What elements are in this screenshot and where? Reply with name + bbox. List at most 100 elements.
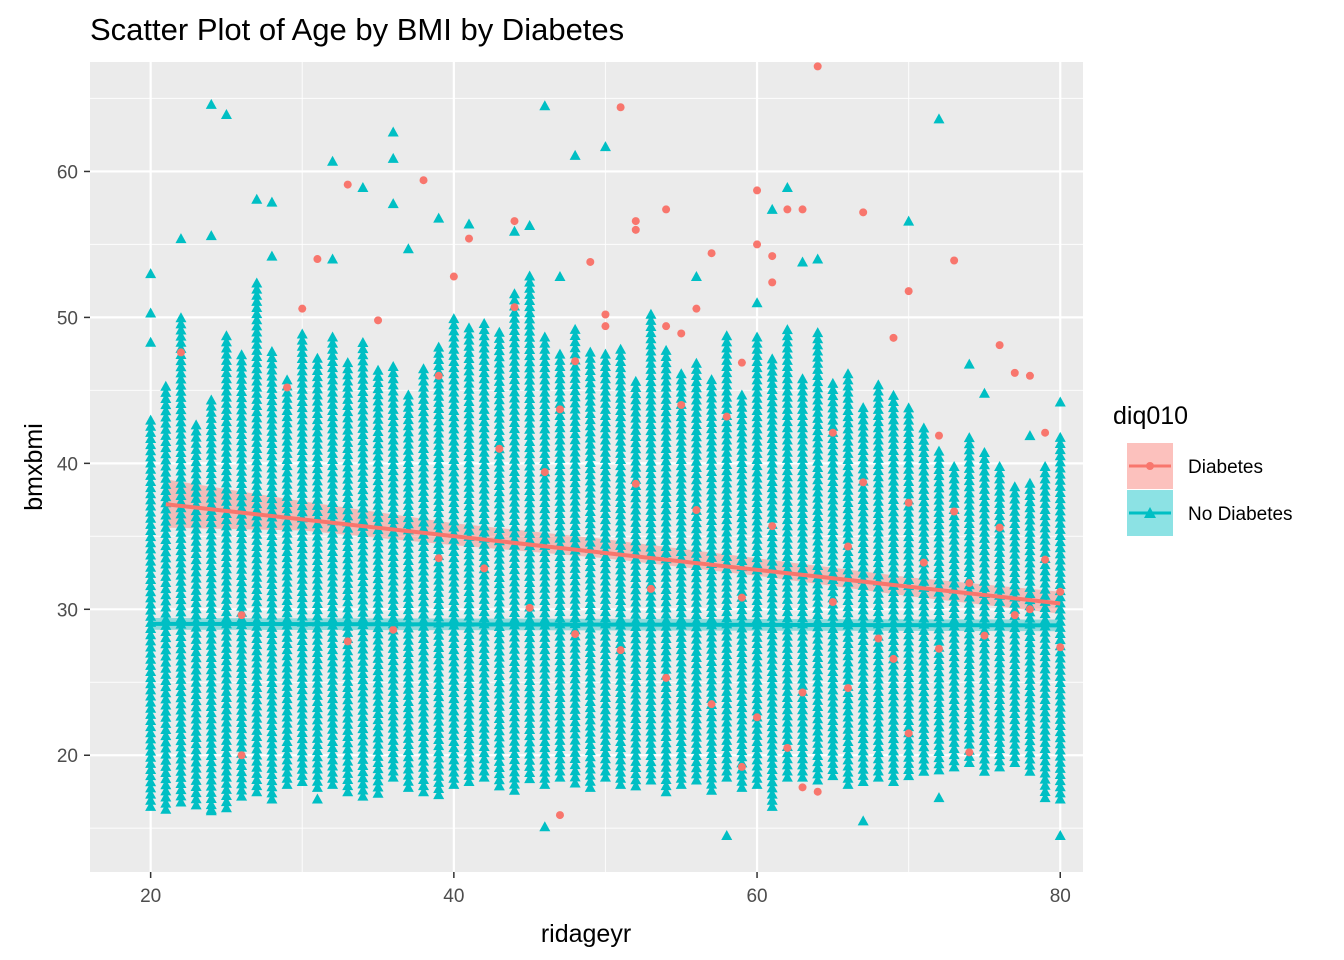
no-diabetes-point: [872, 379, 884, 390]
no-diabetes-point: [539, 760, 551, 771]
no-diabetes-point: [933, 525, 945, 536]
no-diabetes-point: [584, 346, 596, 357]
no-diabetes-point: [493, 663, 505, 674]
no-diabetes-point: [1009, 524, 1021, 535]
no-diabetes-point: [463, 506, 475, 517]
no-diabetes-point: [706, 392, 718, 403]
no-diabetes-point: [524, 607, 536, 618]
no-diabetes-point: [660, 400, 672, 411]
no-diabetes-point: [190, 762, 202, 773]
no-diabetes-point: [1039, 467, 1051, 478]
no-diabetes-point: [706, 643, 718, 654]
diabetes-point: [631, 217, 640, 226]
no-diabetes-point: [751, 650, 763, 661]
no-diabetes-point: [751, 668, 763, 679]
no-diabetes-point: [584, 745, 596, 756]
no-diabetes-point: [190, 633, 202, 644]
no-diabetes-point: [690, 523, 702, 534]
no-diabetes-point: [524, 766, 536, 777]
no-diabetes-point: [766, 402, 778, 413]
no-diabetes-point: [842, 564, 854, 575]
no-diabetes-point: [493, 755, 505, 766]
no-diabetes-point: [402, 555, 414, 566]
no-diabetes-point: [296, 561, 308, 572]
no-diabetes-point: [812, 468, 824, 479]
no-diabetes-point: [766, 623, 778, 634]
no-diabetes-point: [918, 643, 930, 654]
no-diabetes-point: [918, 514, 930, 525]
no-diabetes-point: [372, 456, 384, 467]
no-diabetes-point: [175, 753, 187, 764]
no-diabetes-point: [994, 632, 1006, 643]
no-diabetes-point: [220, 495, 232, 506]
no-diabetes-point: [1024, 661, 1036, 672]
no-diabetes-point: [266, 364, 278, 375]
no-diabetes-point: [175, 661, 187, 672]
no-diabetes-point: [296, 726, 308, 737]
no-diabetes-point: [524, 429, 536, 440]
no-diabetes-point: [357, 569, 369, 580]
no-diabetes-point: [387, 667, 399, 678]
no-diabetes-point: [281, 760, 293, 771]
no-diabetes-point: [175, 722, 187, 733]
no-diabetes-point: [524, 760, 536, 771]
no-diabetes-point: [554, 722, 566, 733]
no-diabetes-point: [463, 745, 475, 756]
no-diabetes-point: [1009, 579, 1021, 590]
no-diabetes-point: [1054, 396, 1066, 407]
no-diabetes-point: [190, 658, 202, 669]
no-diabetes-point: [721, 679, 733, 690]
no-diabetes-point: [387, 581, 399, 592]
no-diabetes-point: [797, 514, 809, 525]
no-diabetes-point: [1054, 658, 1066, 669]
no-diabetes-point: [433, 678, 445, 689]
no-diabetes-point: [615, 447, 627, 458]
no-diabetes-point: [963, 530, 975, 541]
no-diabetes-point: [918, 496, 930, 507]
no-diabetes-point: [721, 740, 733, 751]
no-diabetes-point: [903, 512, 915, 523]
no-diabetes-point: [660, 700, 672, 711]
no-diabetes-point: [433, 660, 445, 671]
no-diabetes-point: [190, 548, 202, 559]
no-diabetes-point: [236, 686, 248, 697]
no-diabetes-point: [508, 312, 520, 323]
no-diabetes-point: [357, 747, 369, 758]
no-diabetes-point: [463, 218, 475, 229]
no-diabetes-point: [175, 594, 187, 605]
no-diabetes-point: [402, 781, 414, 792]
no-diabetes-point: [812, 388, 824, 399]
no-diabetes-point: [706, 741, 718, 752]
no-diabetes-point: [508, 361, 520, 372]
no-diabetes-point: [569, 710, 581, 721]
no-diabetes-point: [1054, 701, 1066, 712]
no-diabetes-point: [524, 472, 536, 483]
no-diabetes-point: [615, 717, 627, 728]
no-diabetes-point: [236, 484, 248, 495]
no-diabetes-point: [402, 769, 414, 780]
no-diabetes-point: [205, 792, 217, 803]
no-diabetes-point: [372, 585, 384, 596]
no-diabetes-point: [160, 681, 172, 692]
no-diabetes-point: [599, 655, 611, 666]
no-diabetes-point: [524, 570, 536, 581]
no-diabetes-point: [327, 570, 339, 581]
no-diabetes-point: [311, 689, 323, 700]
no-diabetes-point: [478, 600, 490, 611]
no-diabetes-point: [327, 766, 339, 777]
no-diabetes-point: [448, 766, 460, 777]
no-diabetes-point: [448, 496, 460, 507]
no-diabetes-point: [812, 615, 824, 626]
no-diabetes-point: [766, 659, 778, 670]
no-diabetes-point: [357, 778, 369, 789]
no-diabetes-point: [433, 445, 445, 456]
no-diabetes-point: [357, 343, 369, 354]
no-diabetes-point: [872, 550, 884, 561]
no-diabetes-point: [387, 734, 399, 745]
no-diabetes-point: [524, 650, 536, 661]
no-diabetes-point: [478, 489, 490, 500]
no-diabetes-point: [751, 539, 763, 550]
no-diabetes-point: [327, 503, 339, 514]
no-diabetes-point: [281, 435, 293, 446]
no-diabetes-point: [781, 710, 793, 721]
